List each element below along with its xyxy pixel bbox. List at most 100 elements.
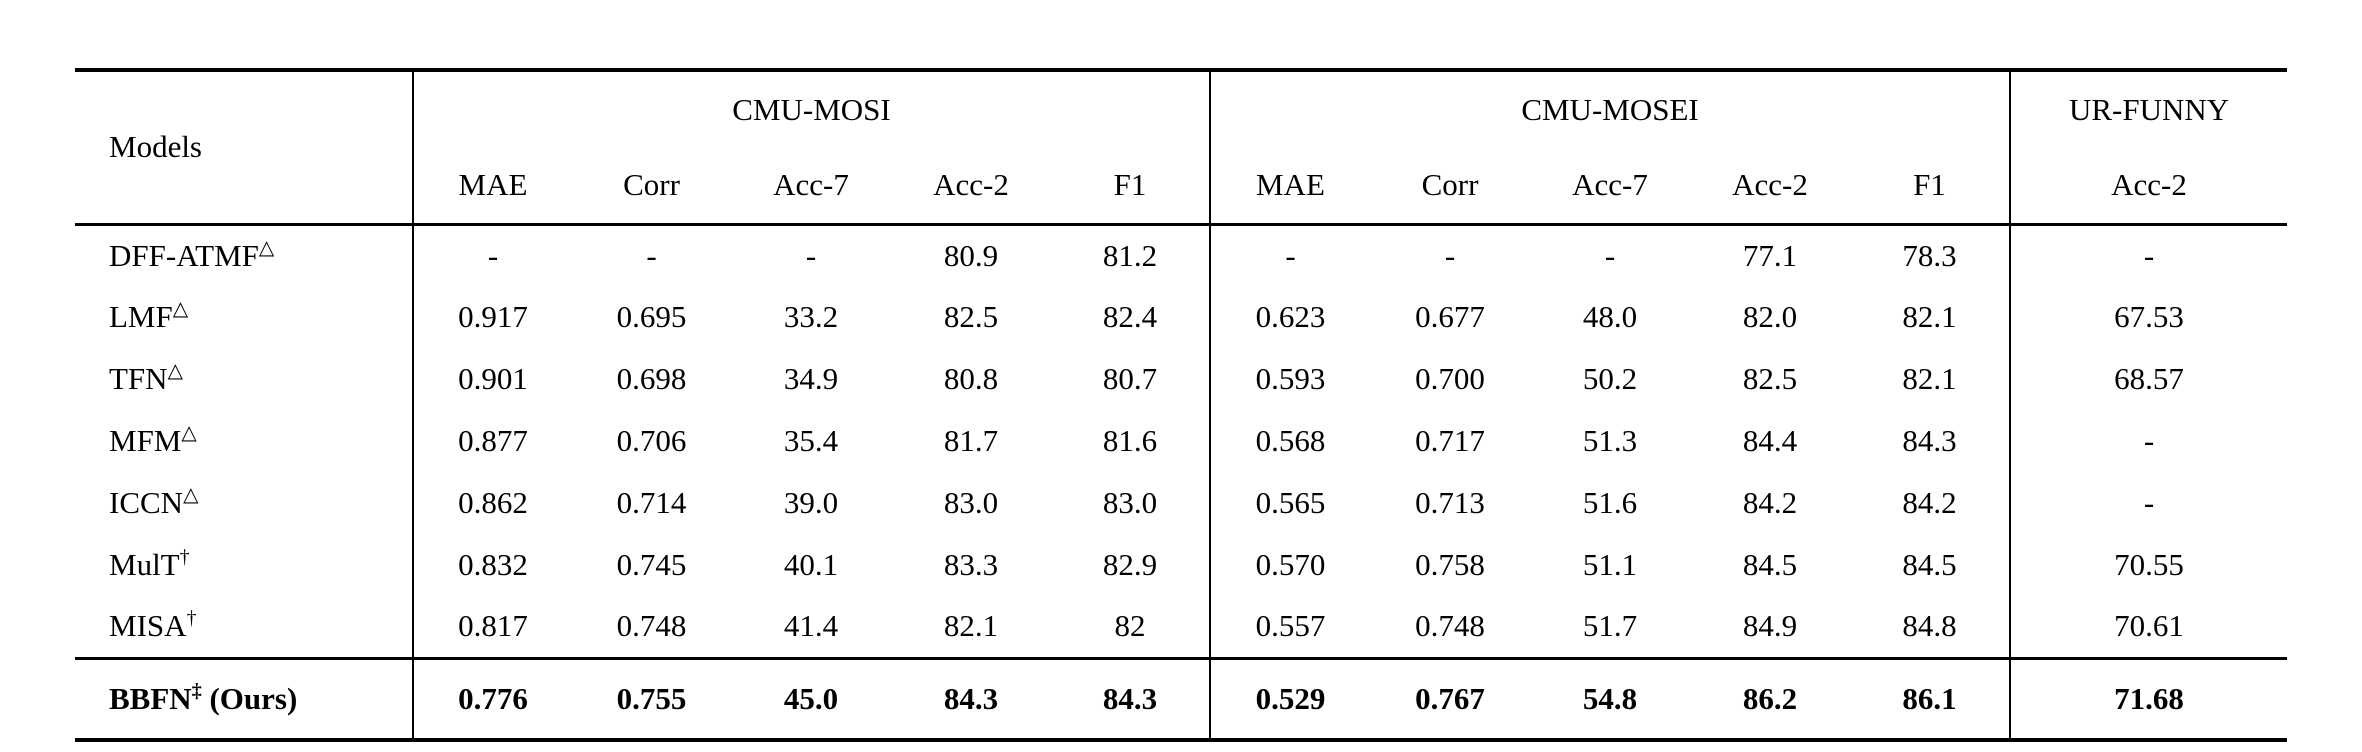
metric-value: 0.755 xyxy=(572,656,731,740)
metric-value: 0.776 xyxy=(413,656,572,740)
table-row: TFN△ 0.901 0.698 34.9 80.8 80.7 0.593 0.… xyxy=(75,348,2287,410)
header-metric-row: MAE Corr Acc-7 Acc-2 F1 MAE Corr Acc-7 A… xyxy=(75,148,2288,226)
metric-value: 82.1 xyxy=(1850,348,2012,410)
metric-value: 0.695 xyxy=(616,299,687,334)
table-row: LMF△ 0.917 0.695 33.2 82.5 82.4 0.623 0.… xyxy=(75,286,2287,348)
metric-value: 39.0 xyxy=(783,485,839,520)
metric-value: 0.832 xyxy=(458,547,528,582)
metric-value: 0.698 xyxy=(616,361,687,396)
model-name: DFF-ATMF xyxy=(109,237,259,273)
metric-value: 0.862 xyxy=(458,485,528,520)
metric-value: 84.9 xyxy=(1742,608,1798,644)
metric-value: 48.0 xyxy=(1582,299,1638,334)
metric-value: 0.677 xyxy=(1415,299,1485,334)
model-cell: TFN△ xyxy=(75,348,414,410)
metric-header: Corr xyxy=(1370,148,1530,226)
metric-header: MAE xyxy=(413,148,572,226)
model-superscript: † xyxy=(179,546,190,568)
metric-value: 84.2 xyxy=(1742,485,1798,520)
metric-value: 34.9 xyxy=(783,361,839,396)
metric-value: 70.55 xyxy=(2114,547,2184,582)
metric-value: 0.593 xyxy=(1255,361,1326,396)
metric-value: 51.1 xyxy=(1582,547,1638,582)
metric-value: - xyxy=(2143,423,2155,458)
metric-value: 83.3 xyxy=(943,547,999,582)
metric-value: - xyxy=(805,237,817,273)
metric-value: 84.3 xyxy=(1850,410,2012,472)
metric-value: 0.748 xyxy=(616,608,687,644)
model-name: MulT xyxy=(109,547,180,582)
metric-value: 0.748 xyxy=(1415,608,1485,644)
metric-value: - xyxy=(2143,485,2155,520)
metric-value: 80.7 xyxy=(1051,348,1211,410)
metric-value: 54.8 xyxy=(1530,656,1690,740)
metric-value: 84.8 xyxy=(1850,596,2012,658)
model-superscript: △ xyxy=(172,298,189,320)
metric-header: Acc-7 xyxy=(1530,148,1690,226)
metric-value: 84.5 xyxy=(1850,534,2012,596)
model-cell: MulT† xyxy=(75,534,414,596)
metric-value: 77.1 xyxy=(1742,237,1798,273)
metric-value: 82.0 xyxy=(1742,299,1798,334)
metric-value: - xyxy=(1444,237,1456,273)
metric-value: 0.917 xyxy=(458,299,528,334)
metric-value: 33.2 xyxy=(783,299,839,334)
model-cell: DFF-ATMF△ xyxy=(75,224,414,286)
metric-value: 0.565 xyxy=(1255,485,1326,520)
metric-value: 81.2 xyxy=(1051,224,1211,286)
metric-header: Acc-2 xyxy=(891,148,1051,226)
metric-value: 0.877 xyxy=(458,423,528,458)
models-header: Models xyxy=(75,70,414,226)
metric-value: 41.4 xyxy=(783,608,839,644)
metric-value: 80.8 xyxy=(943,361,999,396)
metric-value: 81.7 xyxy=(943,423,999,458)
metric-header: Corr xyxy=(572,148,731,226)
metric-header: F1 xyxy=(1051,148,1211,226)
metric-value: 67.53 xyxy=(2114,299,2184,334)
metric-value: 82.5 xyxy=(1742,361,1798,396)
metric-header: Acc-7 xyxy=(731,148,891,226)
model-name: TFN xyxy=(109,361,168,396)
model-name: LMF xyxy=(109,299,173,334)
model-cell: MFM△ xyxy=(75,410,414,472)
metric-value: - xyxy=(487,237,499,273)
metric-value: 86.2 xyxy=(1690,656,1850,740)
model-cell: MISA† xyxy=(75,596,414,658)
metric-value: 84.3 xyxy=(1051,656,1211,740)
metric-value: 51.3 xyxy=(1582,423,1638,458)
metric-value: 0.767 xyxy=(1370,656,1530,740)
metric-header: F1 xyxy=(1850,148,2012,226)
model-cell: BBFN‡ (Ours) xyxy=(75,656,414,740)
metric-value: 0.700 xyxy=(1415,361,1485,396)
metric-value: 0.557 xyxy=(1255,608,1326,644)
results-table: Models CMU-MOSI CMU-MOSEI UR-FUNNY MAE C… xyxy=(75,68,2288,742)
metric-value: 51.6 xyxy=(1582,485,1638,520)
metric-value: 0.758 xyxy=(1415,547,1485,582)
metric-header: Acc-2 xyxy=(1690,148,1850,226)
table-row: MISA† 0.817 0.748 41.4 82.1 82 0.557 0.7… xyxy=(75,596,2287,658)
metric-value: 0.717 xyxy=(1415,423,1485,458)
metric-value: 0.570 xyxy=(1255,547,1326,582)
metric-value: 35.4 xyxy=(783,423,839,458)
model-superscript: △ xyxy=(181,422,197,444)
model-name: MISA xyxy=(109,608,187,644)
metric-value: 84.2 xyxy=(1850,472,2012,534)
table-row-ours: BBFN‡ (Ours) 0.776 0.755 45.0 84.3 84.3 0… xyxy=(75,656,2288,740)
metric-value: 82.9 xyxy=(1051,534,1211,596)
metric-value: 0.623 xyxy=(1255,299,1326,334)
table-row: MFM△ 0.877 0.706 35.4 81.7 81.6 0.568 0.… xyxy=(75,410,2287,472)
metric-value: 0.529 xyxy=(1210,656,1370,740)
metric-value: 82 xyxy=(1051,596,1211,658)
group-header-cmu-mosi: CMU-MOSI xyxy=(413,70,1211,148)
metric-value: 83.0 xyxy=(943,485,999,520)
metric-value: - xyxy=(2143,237,2155,273)
model-superscript: △ xyxy=(183,484,199,506)
table-row: MulT† 0.832 0.745 40.1 83.3 82.9 0.570 0… xyxy=(75,534,2287,596)
metric-value: - xyxy=(1285,237,1296,273)
metric-value: 40.1 xyxy=(783,547,839,582)
group-header-cmu-mosei: CMU-MOSEI xyxy=(1210,70,2012,148)
model-superscript: △ xyxy=(167,360,183,382)
group-header-ur-funny: UR-FUNNY xyxy=(2068,92,2230,127)
header-group-row: Models CMU-MOSI CMU-MOSEI UR-FUNNY xyxy=(75,70,2287,226)
metric-value: 80.9 xyxy=(943,237,999,273)
